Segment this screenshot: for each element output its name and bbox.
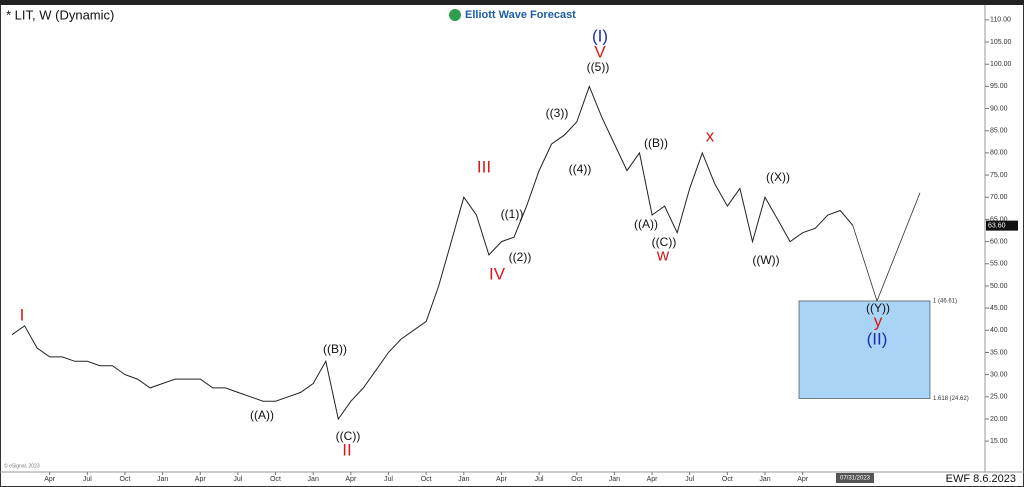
x-tick-label: Oct [571, 476, 582, 483]
wave-label: III [477, 157, 491, 176]
x-tick-label: Apr [647, 476, 659, 483]
wave-label: ((B)) [644, 136, 668, 150]
last-price-label: 63.60 [988, 222, 1006, 229]
brand-logo [449, 9, 461, 21]
wave-label: IV [489, 264, 506, 283]
wave-label: ((A)) [250, 408, 274, 422]
x-tick-label: Apr [44, 476, 56, 483]
y-tick-label: 105.00 [990, 39, 1012, 46]
footer: EWF 8.6.2023 [946, 473, 1016, 485]
date-label: 07/31/2023 [840, 476, 871, 482]
wave-label: ((2)) [509, 250, 532, 264]
zone-bottom-label: 1.618 (24.62) [933, 396, 969, 402]
wave-label: ((B)) [323, 342, 347, 356]
date-box [836, 473, 874, 483]
y-tick-label: 85.00 [990, 128, 1008, 135]
y-tick-label: 100.00 [990, 61, 1012, 68]
chart-title: * LIT, W (Dynamic) [6, 7, 114, 22]
x-tick-label: Oct [270, 476, 281, 483]
projection-line [876, 192, 921, 302]
x-tick-label: Oct [421, 476, 432, 483]
x-tick-label: Jul [685, 476, 694, 483]
wave-label: ((C)) [336, 429, 361, 443]
y-tick-label: 90.00 [990, 105, 1008, 112]
x-tick-label: Jan [157, 476, 168, 483]
wave-label: V [594, 42, 606, 61]
y-tick-label: 45.00 [990, 305, 1008, 312]
x-tick-label: Jan [759, 476, 770, 483]
y-tick-label: 110.00 [990, 17, 1011, 24]
y-tick-label: 70.00 [990, 194, 1008, 201]
y-tick-label: 50.00 [990, 283, 1008, 290]
last-price-box [986, 220, 1018, 231]
x-tick-label: Jan [308, 476, 319, 483]
x-tick-label: Apr [345, 476, 357, 483]
y-tick-label: 35.00 [990, 349, 1008, 356]
price-line [11, 84, 854, 421]
x-tick-label: Apr [797, 476, 809, 483]
y-tick-label: 55.00 [990, 261, 1008, 268]
x-tick-label: Apr [195, 476, 207, 483]
wave-label: ((W)) [752, 253, 779, 267]
x-tick-label: Apr [496, 476, 508, 483]
y-tick-label: 80.00 [990, 150, 1008, 157]
source: © eSignal, 2023 [4, 462, 40, 469]
x-tick-label: Jan [609, 476, 620, 483]
wave-label: ((A)) [634, 217, 658, 231]
x-tick-label: Oct [120, 476, 131, 483]
wave-label: ((1)) [501, 207, 524, 221]
x-tick-label: Jan [458, 476, 469, 483]
x-tick-label: Jul [83, 476, 92, 483]
wave-label: ((5)) [587, 60, 610, 74]
y-tick-label: 60.00 [990, 238, 1008, 245]
x-tick-label: Jul [233, 476, 242, 483]
wave-label: ((4)) [569, 162, 592, 176]
y-tick-label: 40.00 [990, 327, 1008, 334]
wave-label: ((Y)) [866, 301, 890, 315]
wave-label: (I) [592, 26, 608, 45]
wave-label: ((3)) [546, 106, 569, 120]
wave-label: x [706, 126, 715, 145]
zone-top-label: 1 (46.61) [933, 299, 957, 305]
wave-label: II [342, 440, 351, 459]
projection-line [852, 225, 878, 302]
top-bar [0, 0, 1024, 5]
wave-label: y [874, 311, 883, 330]
wave-label: w [656, 245, 670, 264]
y-tick-label: 20.00 [990, 416, 1008, 423]
wave-label: ((C)) [652, 235, 677, 249]
y-tick-label: 95.00 [990, 83, 1008, 90]
target-zone [798, 300, 931, 399]
x-tick-label: Jul [535, 476, 544, 483]
x-tick-label: Oct [722, 476, 733, 483]
y-tick-label: 30.00 [990, 371, 1008, 378]
wave-label: I [20, 305, 25, 324]
y-tick-label: 15.00 [990, 438, 1008, 445]
wave-label: (II) [867, 329, 888, 348]
brand: Elliott Wave Forecast [465, 9, 576, 21]
x-tick-label: Jul [384, 476, 393, 483]
y-tick-label: 75.00 [990, 172, 1008, 179]
y-tick-label: 65.00 [990, 216, 1008, 223]
y-tick-label: 25.00 [990, 394, 1008, 401]
wave-label: ((X)) [766, 170, 790, 184]
